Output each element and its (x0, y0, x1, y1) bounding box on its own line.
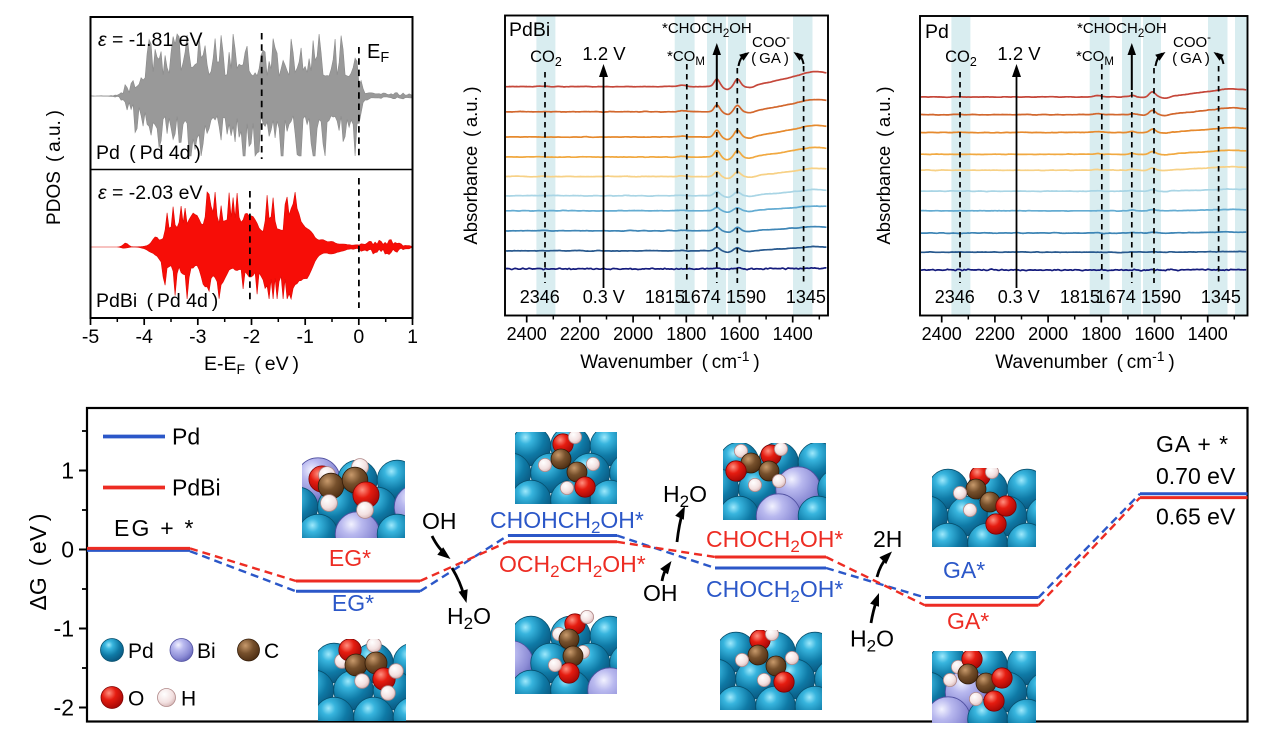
svg-text:1600: 1600 (1134, 324, 1174, 344)
svg-text:PdBi: PdBi (172, 475, 221, 501)
svg-text:0.3 V: 0.3 V (583, 287, 625, 307)
svg-text:1345: 1345 (1201, 287, 1241, 307)
svg-text:Wavenumber ( cm-1 ): Wavenumber ( cm-1 ) (995, 348, 1174, 373)
svg-text:1400: 1400 (1188, 324, 1228, 344)
svg-text:2200: 2200 (975, 324, 1015, 344)
svg-text:1600: 1600 (719, 324, 759, 344)
svg-text:-1: -1 (297, 326, 314, 348)
svg-text:1: 1 (61, 458, 74, 484)
svg-text:1.2 V: 1.2 V (582, 43, 626, 64)
svg-text:2H: 2H (873, 526, 902, 552)
svg-text:H: H (181, 688, 196, 711)
svg-text:2346: 2346 (935, 287, 975, 307)
svg-text:1800: 1800 (1081, 324, 1121, 344)
svg-text:COO-: COO- (1173, 32, 1211, 51)
svg-text:ΔG ( eV ): ΔG ( eV ) (25, 514, 51, 611)
svg-text:1590: 1590 (726, 287, 766, 307)
svg-text:H2O: H2O (447, 603, 491, 633)
svg-text:2400: 2400 (507, 324, 547, 344)
svg-text:1815: 1815 (1060, 287, 1100, 307)
svg-text:PdBi: PdBi (509, 19, 550, 41)
svg-text:Pd: Pd (925, 21, 949, 43)
svg-text:PDOS ( a.u. ): PDOS ( a.u. ) (44, 110, 65, 225)
svg-text:GA + *: GA + * (1156, 431, 1229, 457)
svg-text:1674: 1674 (681, 287, 721, 307)
svg-text:2200: 2200 (560, 324, 600, 344)
svg-text:( GA ): ( GA ) (1172, 50, 1210, 67)
svg-text:-4: -4 (136, 326, 153, 348)
svg-text:Pd: Pd (128, 640, 154, 663)
svg-text:-1: -1 (54, 616, 74, 642)
svg-text:0.65 eV: 0.65 eV (1156, 504, 1236, 530)
svg-text:OCH2CH2OH*: OCH2CH2OH* (499, 551, 646, 581)
svg-text:EG*: EG* (329, 545, 371, 571)
svg-text:GA*: GA* (947, 608, 989, 634)
svg-text:0.70 eV: 0.70 eV (1156, 463, 1236, 489)
svg-text:-2: -2 (243, 326, 260, 348)
svg-text:CO2: CO2 (530, 48, 562, 69)
svg-text:1.2 V: 1.2 V (997, 43, 1041, 64)
svg-text:1345: 1345 (786, 287, 826, 307)
svg-text:CHOCH2OH*: CHOCH2OH* (706, 526, 843, 556)
svg-text:2000: 2000 (613, 324, 653, 344)
svg-text:CHOHCH2OH*: CHOHCH2OH* (490, 507, 644, 537)
svg-text:2400: 2400 (922, 324, 962, 344)
svg-text:0.3 V: 0.3 V (998, 287, 1040, 307)
svg-text:1590: 1590 (1141, 287, 1181, 307)
svg-text:E-EF ( eV ): E-EF ( eV ) (204, 353, 299, 377)
svg-text:1815: 1815 (645, 287, 685, 307)
svg-text:0: 0 (61, 537, 74, 563)
svg-text:Bi: Bi (197, 640, 216, 663)
svg-text:ε = -1.81 eV: ε = -1.81 eV (98, 29, 203, 51)
svg-text:0: 0 (353, 326, 364, 348)
svg-text:Pd ( Pd 4d ): Pd ( Pd 4d ) (96, 142, 201, 164)
svg-text:Absorbance ( a.u. ): Absorbance ( a.u. ) (873, 86, 894, 244)
svg-text:GA*: GA* (943, 557, 985, 583)
svg-text:-2: -2 (54, 695, 74, 721)
svg-text:CO2: CO2 (945, 48, 977, 69)
svg-text:O: O (128, 688, 144, 711)
svg-text:C: C (264, 640, 279, 663)
svg-text:Absorbance ( a.u. ): Absorbance ( a.u. ) (460, 86, 481, 244)
svg-text:*CHOCH2OH: *CHOCH2OH (1077, 20, 1167, 40)
svg-text:EG + *: EG + * (114, 515, 196, 541)
svg-text:1400: 1400 (773, 324, 813, 344)
svg-text:CHOCH2OH*: CHOCH2OH* (706, 576, 843, 606)
svg-text:1800: 1800 (666, 324, 706, 344)
svg-text:1: 1 (407, 326, 418, 348)
svg-text:*CHOCH2OH: *CHOCH2OH (662, 20, 752, 40)
svg-text:OH: OH (422, 508, 457, 534)
svg-text:EG*: EG* (332, 590, 374, 616)
svg-text:OH: OH (643, 580, 678, 606)
svg-text:2346: 2346 (520, 287, 560, 307)
svg-text:Wavenumber ( cm-1 ): Wavenumber ( cm-1 ) (580, 348, 759, 373)
svg-text:( GA ): ( GA ) (751, 50, 789, 67)
svg-text:-3: -3 (189, 326, 206, 348)
svg-text:ε = -2.03 eV: ε = -2.03 eV (98, 182, 203, 204)
svg-text:PdBi ( Pd 4d ): PdBi ( Pd 4d ) (96, 290, 218, 312)
svg-text:COO-: COO- (752, 32, 790, 51)
svg-text:1674: 1674 (1096, 287, 1136, 307)
svg-text:-5: -5 (82, 326, 99, 348)
svg-text:2000: 2000 (1028, 324, 1068, 344)
svg-text:Pd: Pd (172, 424, 200, 450)
